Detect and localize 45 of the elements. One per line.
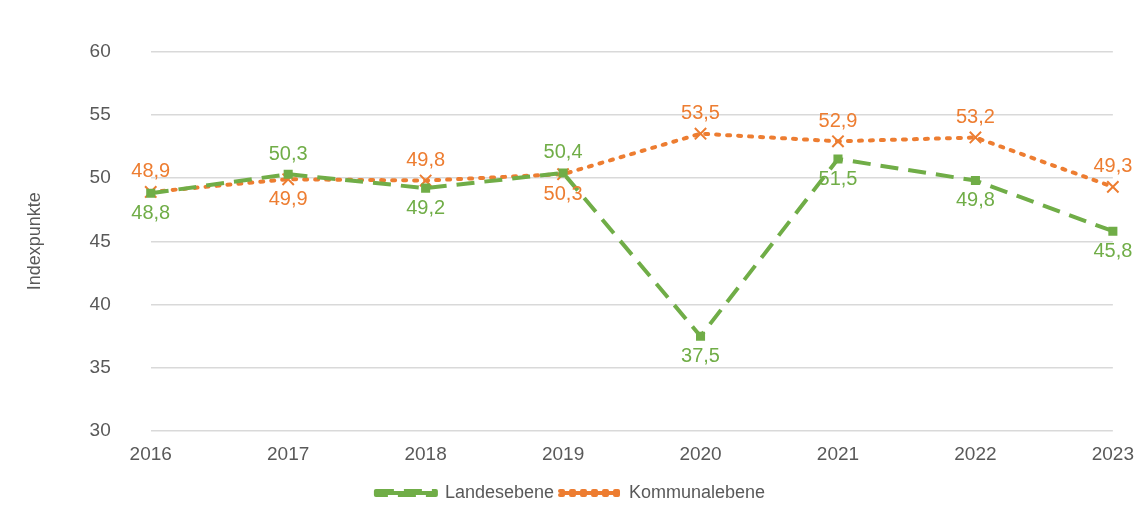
data-label: 50,4 xyxy=(543,140,583,163)
data-label: 48,8 xyxy=(131,200,171,223)
x-tick-label: 2018 xyxy=(404,442,447,464)
y-tick-label: 45 xyxy=(89,229,111,251)
y-tick-label: 50 xyxy=(89,166,111,188)
y-tick-label: 35 xyxy=(89,356,111,378)
x-tick-label: 2022 xyxy=(954,442,997,464)
data-label: 48,9 xyxy=(131,159,171,182)
y-tick-label: 30 xyxy=(89,419,111,441)
x-tick-label: 2021 xyxy=(816,442,860,464)
data-label: 53,2 xyxy=(955,105,995,127)
point xyxy=(421,183,431,193)
data-label: 37,5 xyxy=(681,343,720,366)
data-label: 49,2 xyxy=(406,195,446,218)
point xyxy=(418,173,433,188)
point xyxy=(831,134,845,148)
data-label: 45,8 xyxy=(1093,238,1133,261)
point xyxy=(693,127,708,141)
data-label: 49,8 xyxy=(955,188,995,211)
data-label: 53,5 xyxy=(681,101,720,124)
y-tick-label: 55 xyxy=(89,102,111,124)
data-label: 50,3 xyxy=(268,141,308,164)
data-label: 49,8 xyxy=(406,148,446,171)
legend-label: Kommunalebene xyxy=(629,481,766,502)
point xyxy=(1106,180,1120,194)
x-tick-label: 2020 xyxy=(679,442,722,464)
point xyxy=(968,130,983,145)
data-label: 51,5 xyxy=(818,166,858,189)
y-tick-label: 60 xyxy=(89,39,111,61)
y-axis-title: Indexpunkte xyxy=(23,192,44,291)
point xyxy=(970,176,980,186)
x-tick-label: 2017 xyxy=(267,442,310,464)
legend-label: Landesebene xyxy=(444,481,555,502)
point xyxy=(833,154,843,164)
x-tick-label: 2019 xyxy=(541,442,585,464)
point xyxy=(1108,226,1118,236)
point xyxy=(695,331,706,341)
data-label: 49,3 xyxy=(1093,154,1133,177)
x-tick-label: 2016 xyxy=(129,442,172,464)
data-label: 50,3 xyxy=(543,181,583,204)
point xyxy=(283,169,293,179)
data-label: 52,9 xyxy=(818,108,858,131)
y-tick-label: 40 xyxy=(89,292,111,314)
data-label: 49,9 xyxy=(268,186,308,209)
x-tick-label: 2023 xyxy=(1091,442,1135,464)
